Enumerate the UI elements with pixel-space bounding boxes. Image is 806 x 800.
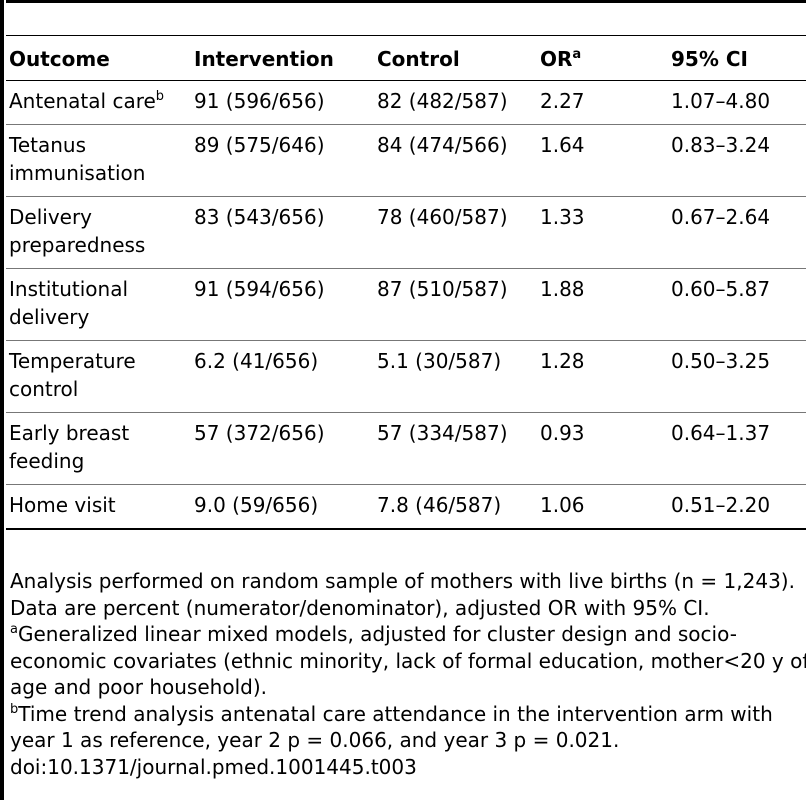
results-table-container: Outcome Intervention Control ORa 95% CI …: [6, 0, 806, 530]
header-control: Control: [374, 35, 537, 81]
cell-or: 0.93: [537, 412, 668, 485]
cell-or: 1.88: [537, 268, 668, 341]
outcome-text: Antenatal care: [9, 89, 156, 113]
footnote-a-line: aGeneralized linear mixed models, adjust…: [10, 621, 806, 648]
header-or-label: OR: [540, 47, 573, 71]
footnote-a-mark: a: [10, 622, 18, 637]
header-ci: 95% CI: [668, 35, 806, 81]
cell-intervention: 89 (575/646): [191, 124, 374, 197]
cell-outcome: Antenatal careb: [6, 80, 191, 125]
cell-outcome: Temperature control: [6, 340, 191, 413]
header-intervention-label: Intervention: [194, 47, 334, 71]
table-row: Early breast feeding 57 (372/656) 57 (33…: [6, 412, 806, 485]
cell-outcome: Home visit: [6, 484, 191, 530]
cell-intervention: 6.2 (41/656): [191, 340, 374, 413]
cell-ci: 0.64–1.37: [668, 412, 806, 485]
note-data-format: Data are percent (numerator/denominator)…: [10, 595, 710, 620]
cell-intervention: 9.0 (59/656): [191, 484, 374, 530]
header-or-superscript: a: [572, 47, 582, 62]
header-row: Outcome Intervention Control ORa 95% CI: [6, 35, 806, 81]
table-row: Delivery preparedness 83 (543/656) 78 (4…: [6, 196, 806, 269]
footnote-b-mark: b: [10, 701, 19, 717]
footnote-b-text-2: year 1 as reference, year 2 p = 0.066, a…: [10, 728, 620, 752]
header-outcome-label: Outcome: [9, 47, 110, 71]
footnote-b-text-1: Time trend analysis antenatal care atten…: [18, 701, 773, 726]
cell-or: 1.06: [537, 484, 668, 530]
table-footnotes: Analysis performed on random sample of m…: [10, 568, 806, 780]
cell-outcome: Delivery preparedness: [6, 196, 191, 269]
table-header: Outcome Intervention Control ORa 95% CI: [6, 0, 806, 81]
header-control-label: Control: [377, 47, 460, 71]
header-intervention: Intervention: [191, 35, 374, 81]
cell-intervention: 57 (372/656): [191, 412, 374, 485]
cell-ci: 0.67–2.64: [668, 196, 806, 269]
cell-outcome: Early breast feeding: [6, 412, 191, 485]
footnote-a-text-2: economic covariates (ethnic minority, la…: [10, 648, 806, 673]
note-analysis: Analysis performed on random sample of m…: [10, 569, 795, 593]
cell-intervention: 91 (594/656): [191, 268, 374, 341]
table-row: Home visit 9.0 (59/656) 7.8 (46/587) 1.0…: [6, 484, 806, 530]
header-or: ORa: [537, 35, 668, 81]
cell-outcome: Tetanus immunisation: [6, 124, 191, 197]
cell-control: 57 (334/587): [374, 412, 537, 485]
cell-or: 2.27: [537, 80, 668, 125]
cell-control: 84 (474/566): [374, 124, 537, 197]
table-row: Temperature control 6.2 (41/656) 5.1 (30…: [6, 340, 806, 413]
table-body: Antenatal careb 91 (596/656) 82 (482/587…: [6, 80, 806, 530]
header-ci-label: 95% CI: [671, 47, 748, 71]
cell-control: 5.1 (30/587): [374, 340, 537, 413]
left-border: [0, 0, 4, 800]
outcome-superscript: b: [155, 89, 165, 104]
cell-intervention: 91 (596/656): [191, 80, 374, 125]
header-spacer: [6, 0, 806, 36]
cell-ci: 0.51–2.20: [668, 484, 806, 530]
cell-ci: 0.83–3.24: [668, 124, 806, 197]
cell-or: 1.28: [537, 340, 668, 413]
cell-control: 7.8 (46/587): [374, 484, 537, 530]
results-table: Outcome Intervention Control ORa 95% CI …: [6, 0, 806, 530]
table-row: Tetanus immunisation 89 (575/646) 84 (47…: [6, 124, 806, 197]
footnote-a-text-3: age and poor household).: [10, 675, 267, 699]
cell-control: 82 (482/587): [374, 80, 537, 125]
cell-control: 87 (510/587): [374, 268, 537, 341]
table-row: Antenatal careb 91 (596/656) 82 (482/587…: [6, 80, 806, 125]
cell-ci: 0.50–3.25: [668, 340, 806, 413]
footnote-a-text-1: Generalized linear mixed models, adjuste…: [17, 622, 737, 646]
table-row: Institutional delivery 91 (594/656) 87 (…: [6, 268, 806, 341]
header-outcome: Outcome: [6, 35, 191, 81]
cell-intervention: 83 (543/656): [191, 196, 374, 269]
cell-control: 78 (460/587): [374, 196, 537, 269]
cell-outcome: Institutional delivery: [6, 268, 191, 341]
doi-text: doi:10.1371/journal.pmed.1001445.t003: [10, 754, 417, 779]
cell-or: 1.64: [537, 124, 668, 197]
cell-ci: 1.07–4.80: [668, 80, 806, 125]
footnote-b-line: bTime trend analysis antenatal care atte…: [10, 701, 806, 728]
cell-ci: 0.60–5.87: [668, 268, 806, 341]
cell-or: 1.33: [537, 196, 668, 269]
